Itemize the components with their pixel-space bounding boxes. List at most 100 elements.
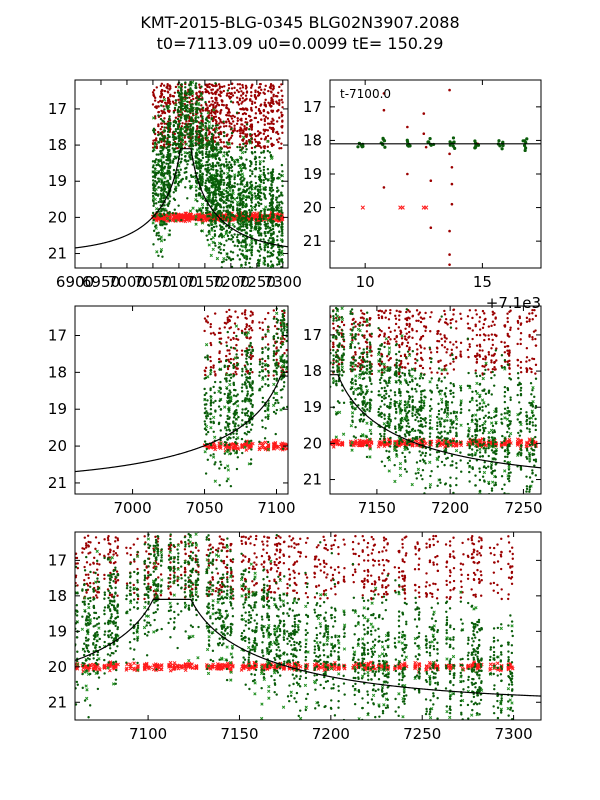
green-point [272, 231, 274, 233]
green-cross-point [201, 203, 204, 206]
green-point [195, 82, 197, 84]
red-point [545, 358, 547, 360]
red-point [218, 104, 220, 106]
red-point [174, 109, 176, 111]
green-point [208, 156, 210, 158]
green-cross-point [255, 197, 258, 200]
red-point [254, 138, 256, 140]
red-point [322, 344, 324, 346]
green-point [242, 254, 244, 256]
red-point [477, 336, 479, 338]
green-point [175, 128, 177, 130]
red-point [270, 105, 272, 107]
red-point [301, 315, 303, 317]
red-point [545, 321, 547, 323]
green-point [181, 99, 183, 101]
red-point [255, 112, 257, 114]
green-point [272, 171, 274, 173]
red-point [369, 327, 371, 329]
red-point [270, 137, 272, 139]
red-point [465, 335, 467, 337]
red-point [237, 120, 239, 122]
green-point [180, 158, 182, 160]
green-point [204, 101, 206, 103]
red-point [244, 313, 246, 315]
green-cross-point [227, 172, 230, 175]
green-point [240, 245, 242, 247]
green-point [221, 170, 223, 172]
green-point [257, 231, 259, 233]
red-point [452, 334, 454, 336]
green-point [209, 163, 211, 165]
green-point [187, 160, 189, 162]
green-point [231, 132, 233, 134]
green-point [152, 195, 154, 197]
red-point [457, 326, 459, 328]
red-point [272, 100, 274, 102]
red-point [414, 337, 416, 339]
red-point [516, 332, 518, 334]
red-point [281, 125, 283, 127]
red-point [228, 108, 230, 110]
green-point [208, 153, 210, 155]
green-point [194, 117, 196, 119]
red-point [309, 357, 311, 359]
green-point [258, 156, 260, 158]
red-point [239, 132, 241, 134]
green-point [269, 269, 271, 271]
green-point [175, 187, 177, 189]
red-point [158, 111, 160, 113]
green-point [189, 156, 191, 158]
red-point [465, 348, 467, 350]
green-point [201, 176, 203, 178]
green-point [163, 161, 165, 163]
green-point [228, 167, 230, 169]
green-point [178, 110, 180, 112]
green-point [246, 211, 248, 213]
red-point [500, 312, 502, 314]
green-point [173, 131, 175, 133]
green-point [180, 143, 182, 145]
green-point [259, 188, 261, 190]
green-point [243, 177, 245, 179]
red-point [478, 369, 480, 371]
red-point [232, 120, 234, 122]
red-point [486, 322, 488, 324]
green-point [251, 197, 253, 199]
red-point [313, 345, 315, 347]
red-point [536, 354, 538, 356]
green-point [172, 212, 174, 214]
red-point [530, 328, 532, 330]
red-point [196, 125, 198, 127]
green-point [153, 219, 155, 221]
red-point [425, 146, 428, 149]
green-point [262, 217, 264, 219]
green-point [281, 234, 283, 236]
red-point [463, 370, 465, 372]
red-point [448, 316, 450, 318]
red-point [477, 365, 479, 367]
red-point [281, 95, 283, 97]
green-point [244, 167, 246, 169]
red-point [225, 120, 227, 122]
red-point [532, 355, 534, 357]
green-point [260, 192, 262, 194]
red-point [263, 133, 265, 135]
green-point [267, 179, 269, 181]
green-point [173, 191, 175, 193]
green-point [428, 137, 431, 140]
green-point [230, 163, 232, 165]
green-point [270, 184, 272, 186]
red-point [278, 104, 280, 106]
red-point [476, 321, 478, 323]
red-point [393, 335, 395, 337]
green-point [246, 237, 248, 239]
red-point [416, 338, 418, 340]
green-point [230, 250, 232, 252]
green-point [169, 229, 171, 231]
red-point [444, 324, 446, 326]
red-point [211, 114, 213, 116]
red-point [437, 357, 439, 359]
green-point [281, 194, 283, 196]
red-point [361, 339, 363, 341]
